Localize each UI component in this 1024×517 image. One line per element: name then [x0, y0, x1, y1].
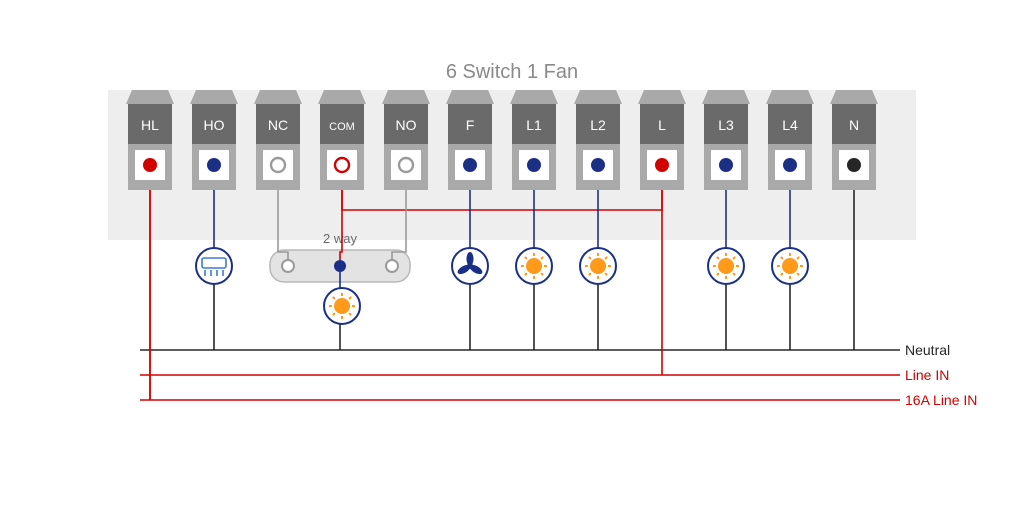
terminal-label-HL: HL [141, 117, 159, 133]
terminal-label-NC: NC [268, 117, 288, 133]
terminal-label-N: N [849, 117, 859, 133]
terminal-screw-N [847, 158, 861, 172]
terminal-screw-L1 [527, 158, 541, 172]
diagram-title: 6 Switch 1 Fan [446, 61, 578, 83]
terminal-L4: L4 [766, 90, 814, 190]
terminal-screw-L [655, 158, 669, 172]
terminal-label-F: F [466, 117, 475, 133]
terminal-screw-L4 [783, 158, 797, 172]
terminal-F: F [446, 90, 494, 190]
bus-label-line: Line IN [905, 367, 949, 383]
terminal-screw-NC [271, 158, 285, 172]
terminal-screw-F [463, 158, 477, 172]
wiring-diagram: 6 Switch 1 Fan Neutral Line IN 16A Line IN 2… [0, 0, 1024, 517]
terminal-label-NO: NO [396, 117, 417, 133]
terminal-label-COM: COM [329, 121, 355, 133]
bus-label-line16a: 16A Line IN [905, 392, 977, 408]
terminal-screw-NO [399, 158, 413, 172]
terminal-N: N [830, 90, 878, 190]
terminal-screw-HO [207, 158, 221, 172]
terminal-HL: HL [126, 90, 174, 190]
two-way-label: 2 way [323, 231, 357, 246]
terminal-L2: L2 [574, 90, 622, 190]
two-way-com-node [334, 260, 346, 272]
terminal-screw-COM [335, 158, 349, 172]
two-way-no-node [386, 260, 398, 272]
terminal-L1: L1 [510, 90, 558, 190]
terminal-label-L1: L1 [526, 117, 542, 133]
terminal-label-HO: HO [204, 117, 225, 133]
terminal-L: L [638, 90, 686, 190]
bus-label-neutral: Neutral [905, 342, 950, 358]
terminal-NC: NC [254, 90, 302, 190]
terminal-label-L: L [658, 117, 666, 133]
terminal-screw-L2 [591, 158, 605, 172]
terminal-screw-L3 [719, 158, 733, 172]
terminal-label-L4: L4 [782, 117, 798, 133]
terminal-screw-HL [143, 158, 157, 172]
terminal-COM: COM [318, 90, 366, 190]
terminal-label-L3: L3 [718, 117, 734, 133]
terminal-label-L2: L2 [590, 117, 606, 133]
terminal-HO: HO [190, 90, 238, 190]
terminal-NO: NO [382, 90, 430, 190]
two-way-nc-node [282, 260, 294, 272]
terminal-L3: L3 [702, 90, 750, 190]
